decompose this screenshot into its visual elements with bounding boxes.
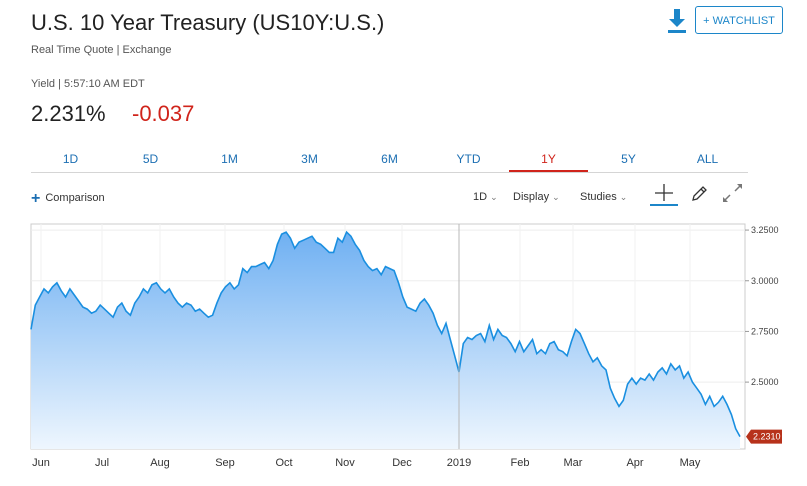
range-tab-1m[interactable]: 1M xyxy=(221,152,238,166)
pencil-icon xyxy=(692,186,707,201)
x-tick-label: Nov xyxy=(335,457,355,469)
add-to-watchlist-button[interactable]: + WATCHLIST xyxy=(695,6,783,34)
range-tab-1y[interactable]: 1Y xyxy=(509,148,588,172)
crosshair-tool-button[interactable] xyxy=(650,182,678,206)
x-tick-label: Aug xyxy=(150,457,170,469)
y-tick-label: 3.0000 xyxy=(751,276,779,286)
interval-label: 1D xyxy=(473,191,488,203)
range-tab-5y[interactable]: 5Y xyxy=(621,152,636,166)
range-tab-6m[interactable]: 6M xyxy=(381,152,398,166)
last-price: 2.231% xyxy=(31,101,106,126)
range-tab-all[interactable]: ALL xyxy=(696,152,719,166)
expand-chart-button[interactable] xyxy=(718,182,746,204)
time-range-tabs: 1D 5D 1M 3M 6M YTD 1Y 5Y ALL xyxy=(31,148,748,173)
y-tick-label: 2.7500 xyxy=(751,326,779,336)
x-tick-label: Jun xyxy=(32,457,50,469)
x-tick-label: Dec xyxy=(392,457,412,469)
range-tab-3m[interactable]: 3M xyxy=(301,152,318,166)
x-tick-label: Jul xyxy=(95,457,109,469)
chevron-down-icon: ⌄ xyxy=(552,192,560,202)
yield-line xyxy=(30,230,741,437)
y-tick-label: 2.5000 xyxy=(751,377,779,387)
y-axis: 3.2500 3.0000 2.7500 2.5000 xyxy=(745,225,779,387)
display-dropdown[interactable]: Display ⌄ xyxy=(513,191,560,203)
display-label: Display xyxy=(513,191,550,203)
studies-label: Studies xyxy=(580,191,617,203)
quote-source: Real Time Quote | Exchange xyxy=(31,44,172,56)
x-tick-label: Feb xyxy=(511,457,530,469)
comparison-label: Comparison xyxy=(45,192,105,204)
yield-chart[interactable]: 3.2500 3.0000 2.7500 2.5000 Jun Jul Aug Sep Oct… xyxy=(0,214,807,479)
range-tab-5d[interactable]: 5D xyxy=(142,152,159,166)
x-tick-label: Sep xyxy=(215,457,235,469)
last-value-label: 2.2310 xyxy=(753,432,781,442)
comparison-button[interactable]: + Comparison xyxy=(31,190,105,208)
x-tick-label: 2019 xyxy=(447,457,471,469)
x-axis: Jun Jul Aug Sep Oct Nov Dec 2019 Feb Mar Apr May xyxy=(32,457,701,469)
x-tick-label: Apr xyxy=(626,457,643,469)
page-title: U.S. 10 Year Treasury (US10Y:U.S.) xyxy=(31,10,385,35)
chevron-down-icon: ⌄ xyxy=(619,192,628,202)
studies-dropdown[interactable]: Studies ⌄ xyxy=(580,191,627,203)
yield-area xyxy=(31,232,740,449)
price-change: -0.037 xyxy=(132,101,195,126)
chevron-down-icon: ⌄ xyxy=(490,192,498,202)
crosshair-icon xyxy=(655,184,673,201)
draw-tool-button[interactable] xyxy=(684,182,712,204)
plus-icon: + xyxy=(31,190,41,207)
x-tick-label: May xyxy=(680,457,701,469)
range-tab-1d[interactable]: 1D xyxy=(62,152,79,166)
y-tick-label: 3.2500 xyxy=(751,225,779,235)
last-value-badge: 2.2310 xyxy=(746,429,782,444)
expand-icon xyxy=(723,184,742,202)
yield-timestamp: Yield | 5:57:10 AM EDT xyxy=(31,78,145,90)
download-icon[interactable] xyxy=(667,8,687,34)
interval-dropdown[interactable]: 1D ⌄ xyxy=(473,191,498,203)
range-tab-ytd[interactable]: YTD xyxy=(456,152,481,166)
x-tick-label: Mar xyxy=(564,457,583,469)
x-tick-label: Oct xyxy=(275,457,292,469)
